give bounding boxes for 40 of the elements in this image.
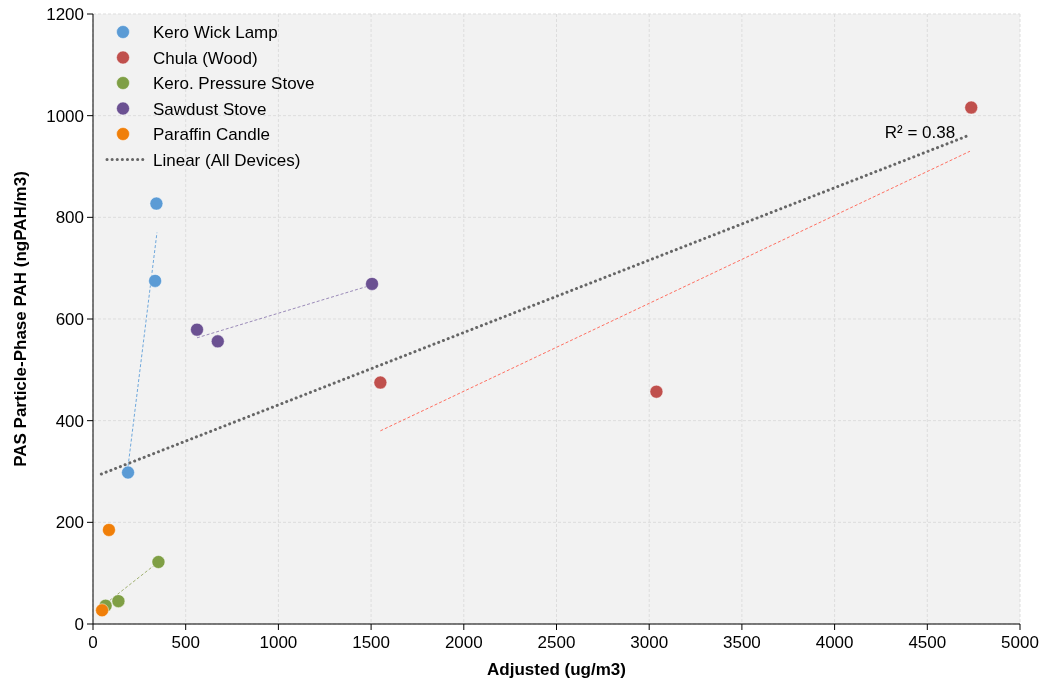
point xyxy=(373,375,388,390)
x-tick-label: 5000 xyxy=(1001,633,1039,652)
point xyxy=(210,334,225,349)
y-tick-label: 400 xyxy=(55,411,84,431)
point xyxy=(149,196,164,211)
y-tick-label: 0 xyxy=(74,615,84,634)
point xyxy=(151,555,166,569)
legend-label: Paraffin Candle xyxy=(153,125,270,144)
x-tick-label: 2500 xyxy=(537,633,576,652)
x-tick-label: 3500 xyxy=(722,633,761,652)
point xyxy=(964,100,979,115)
y-tick-label: 600 xyxy=(55,310,84,329)
point xyxy=(649,384,664,399)
point xyxy=(111,594,126,609)
x-tick-label: 1000 xyxy=(259,633,298,652)
legend-label: Kero Wick Lamp xyxy=(153,23,278,42)
y-tick-label: 1000 xyxy=(46,106,84,126)
point xyxy=(365,277,379,291)
x-axis-title: Adjusted (ug/m3) xyxy=(487,660,626,679)
point xyxy=(121,465,135,480)
x-tick-label: 4500 xyxy=(908,633,947,652)
y-axis-title: PAS Particle-Phase PAH (ngPAH/m3) xyxy=(11,171,30,467)
x-tick-label: 500 xyxy=(171,633,200,652)
x-tick-label: 2000 xyxy=(444,633,483,652)
x-tick-label: 1500 xyxy=(352,633,391,652)
legend-label: Chula (Wood) xyxy=(153,48,258,68)
x-tick-label: 0 xyxy=(88,633,98,652)
y-tick-label: 1200 xyxy=(46,5,84,24)
x-tick-label: 3000 xyxy=(630,633,669,652)
legend-label: Kero. Pressure Stove xyxy=(153,74,315,93)
point xyxy=(190,322,204,337)
x-tick-label: 4000 xyxy=(815,633,854,652)
annotation: R² = 0.38 xyxy=(884,123,956,142)
point xyxy=(95,603,109,618)
legend-label: Linear (All Devices) xyxy=(153,150,301,170)
legend-label: Sawdust Stove xyxy=(153,99,267,119)
y-tick-label: 200 xyxy=(55,513,84,533)
y-tick-label: 800 xyxy=(55,208,84,228)
point xyxy=(148,273,163,288)
point xyxy=(102,523,116,537)
